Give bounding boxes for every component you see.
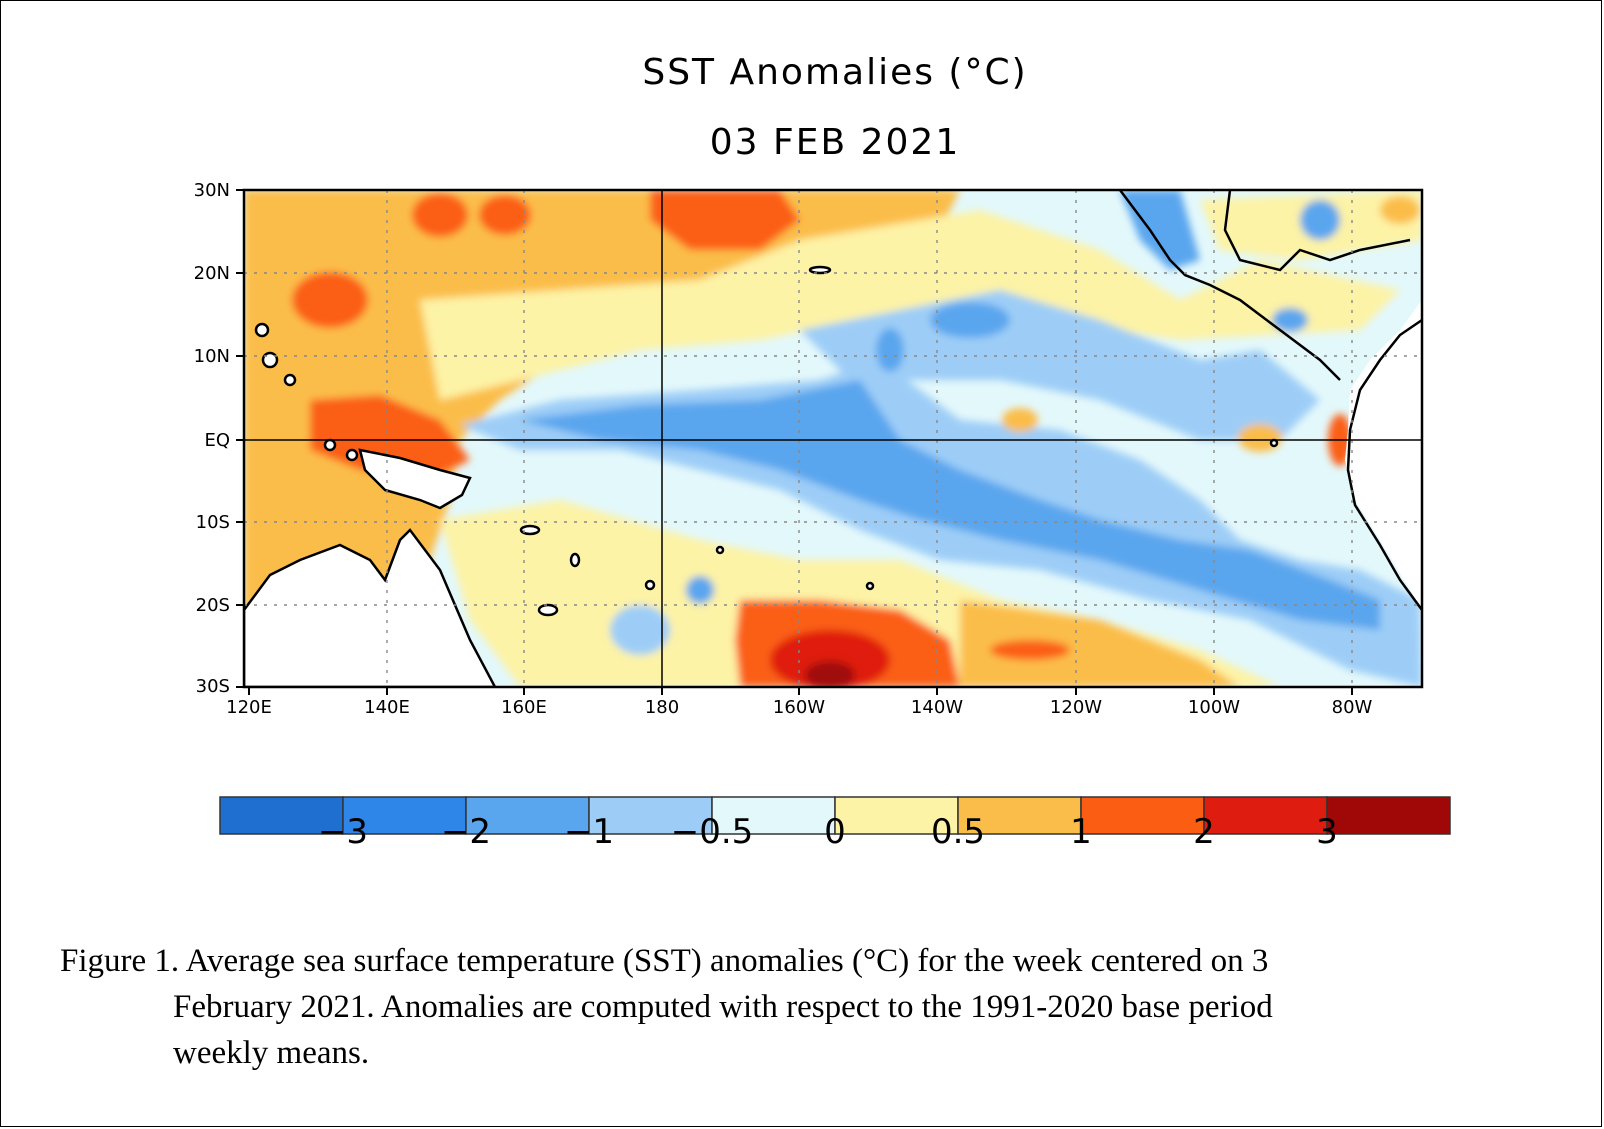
lon-label-140w: 140W xyxy=(910,697,964,718)
colorbar-label-3: 3 xyxy=(1316,812,1338,852)
lat-label-10s: 10S xyxy=(195,512,230,533)
colorbar-label-neg3: −3 xyxy=(317,812,369,852)
lat-label-30s: 30S xyxy=(195,676,230,697)
colorbar-swatch-0 xyxy=(219,796,344,835)
caption-line-1: Figure 1. Average sea surface temperatur… xyxy=(60,943,1269,979)
figure-caption: Figure 1. Average sea surface temperatur… xyxy=(60,938,1550,1076)
colorbar-label-0: 0 xyxy=(824,812,846,852)
lat-label-10n: 10N xyxy=(193,346,230,367)
colorbar-label-05: 0.5 xyxy=(930,812,986,852)
lat-label-20s: 20S xyxy=(195,595,230,616)
axis-ticks xyxy=(236,189,1353,695)
caption-line-3: weekly means. xyxy=(173,1035,370,1071)
colorbar-label-2: 2 xyxy=(1193,812,1215,852)
colorbar-swatch-1 xyxy=(342,796,467,835)
map-border xyxy=(242,188,1424,689)
colorbar-label-neg1: −1 xyxy=(563,812,615,852)
lon-label-140e: 140E xyxy=(364,697,410,718)
colorbar-swatch-5 xyxy=(834,796,959,835)
gridlines xyxy=(244,190,1422,687)
map-title: SST Anomalies (°C) xyxy=(642,52,1028,93)
lon-label-120e: 120E xyxy=(226,697,272,718)
colorbar-swatch-2 xyxy=(465,796,590,835)
lon-label-120w: 120W xyxy=(1049,697,1103,718)
colorbar-swatch-7 xyxy=(1080,796,1205,835)
colorbar xyxy=(219,796,1451,835)
map-date: 03 FEB 2021 xyxy=(709,122,961,163)
colorbar-swatch-3 xyxy=(588,796,713,835)
caption-line-2: February 2021. Anomalies are computed wi… xyxy=(173,989,1273,1025)
colorbar-label-neg2: −2 xyxy=(440,812,492,852)
colorbar-label-1: 1 xyxy=(1070,812,1092,852)
lat-label-eq: EQ xyxy=(204,430,230,451)
lon-label-160w: 160W xyxy=(772,697,826,718)
colorbar-swatch-9 xyxy=(1326,796,1451,835)
colorbar-swatch-8 xyxy=(1203,796,1328,835)
lon-label-80w: 80W xyxy=(1331,697,1373,718)
colorbar-swatch-4 xyxy=(711,796,836,835)
lon-label-100w: 100W xyxy=(1187,697,1241,718)
lon-label-160e: 160E xyxy=(501,697,547,718)
lon-label-180: 180 xyxy=(644,697,680,718)
lat-label-30n: 30N xyxy=(193,180,230,201)
land-masses xyxy=(244,190,1422,687)
anomaly-field xyxy=(244,190,1422,687)
colorbar-label-neg05: −0.5 xyxy=(670,812,754,852)
lat-label-20n: 20N xyxy=(193,263,230,284)
